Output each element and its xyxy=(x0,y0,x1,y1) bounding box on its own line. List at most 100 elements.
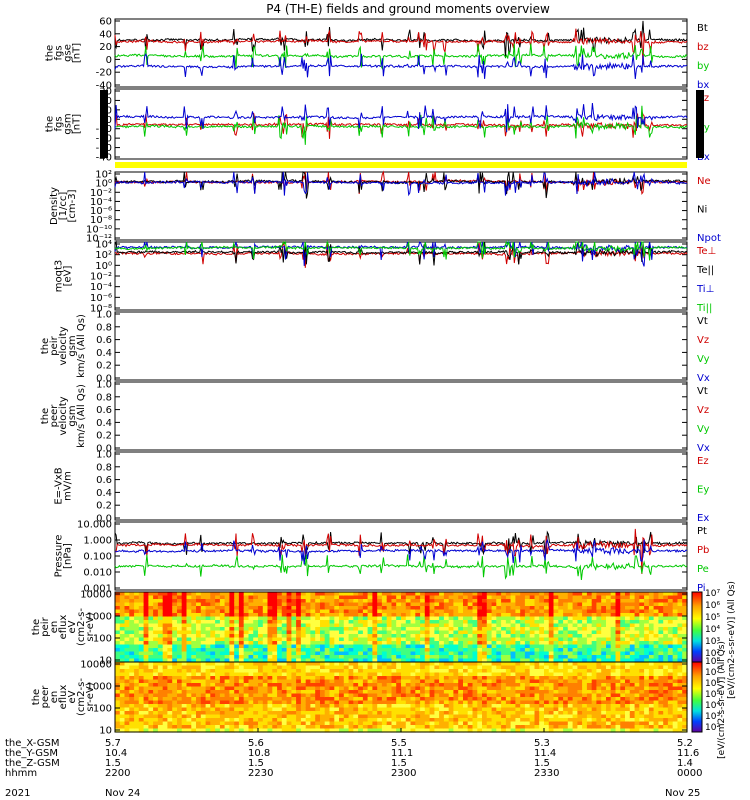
heatmap-cell xyxy=(653,711,659,716)
heatmap-cell xyxy=(148,686,154,691)
heatmap-cell xyxy=(629,662,636,667)
y-axis-label: gsm xyxy=(67,405,78,426)
heatmap-cell xyxy=(544,679,550,684)
heatmap-cell xyxy=(339,672,345,677)
heatmap-cell xyxy=(463,651,469,656)
heatmap-cell xyxy=(262,679,269,684)
heatmap-cell xyxy=(539,676,545,681)
heatmap-cell xyxy=(124,669,130,674)
heatmap-cell xyxy=(477,665,483,670)
heatmap-cell xyxy=(224,655,230,660)
heatmap-cell xyxy=(386,651,393,656)
heatmap-cell xyxy=(329,623,335,628)
heatmap-cell xyxy=(482,634,488,639)
heatmap-cell xyxy=(238,718,245,723)
heatmap-cell xyxy=(305,637,312,642)
heatmap-cell xyxy=(200,711,207,716)
heatmap-cell xyxy=(529,644,536,649)
heatmap-cell xyxy=(467,609,474,614)
heatmap-cell xyxy=(386,606,393,611)
heatmap-cell xyxy=(491,620,497,625)
heatmap-cell xyxy=(634,613,640,618)
heatmap-cell xyxy=(310,679,316,684)
heatmap-cell xyxy=(277,728,283,733)
heatmap-cell xyxy=(505,725,512,730)
heatmap-cell xyxy=(482,700,488,705)
heatmap-cell xyxy=(381,592,388,597)
heatmap-cell xyxy=(534,609,540,614)
heatmap-cell xyxy=(520,644,526,649)
heatmap-cell xyxy=(200,665,207,670)
heatmap-cell xyxy=(486,613,493,618)
heatmap-cell xyxy=(458,655,464,660)
heatmap-cell xyxy=(143,651,149,656)
heatmap-cell xyxy=(353,728,359,733)
heatmap-cell xyxy=(129,679,135,684)
heatmap-cell xyxy=(548,609,555,614)
heatmap-cell xyxy=(544,609,550,614)
heatmap-cell xyxy=(639,679,645,684)
heatmap-cell xyxy=(277,595,283,600)
heatmap-cell xyxy=(205,613,211,618)
heatmap-cell xyxy=(501,662,507,667)
heatmap-cell xyxy=(539,704,545,709)
heatmap-cell xyxy=(434,676,440,681)
heatmap-cell xyxy=(162,721,169,726)
heatmap-cell xyxy=(625,711,631,716)
heatmap-cell xyxy=(606,728,612,733)
heatmap-cell xyxy=(353,595,359,600)
heatmap-cell xyxy=(505,669,512,674)
heatmap-cell xyxy=(157,644,164,649)
heatmap-cell xyxy=(334,613,340,618)
heatmap-cell xyxy=(472,637,478,642)
heatmap-cell xyxy=(124,637,130,642)
heatmap-cell xyxy=(567,648,574,653)
heatmap-cell xyxy=(472,676,478,681)
heatmap-cell xyxy=(115,641,121,646)
heatmap-cell xyxy=(334,700,340,705)
heatmap-cell xyxy=(396,599,402,604)
heatmap-cell xyxy=(648,676,655,681)
heatmap-cell xyxy=(601,613,607,618)
heatmap-cell xyxy=(486,700,493,705)
heatmap-cell xyxy=(329,641,335,646)
heatmap-cell xyxy=(343,606,350,611)
heatmap-cell xyxy=(310,686,316,691)
heatmap-cell xyxy=(196,655,202,660)
heatmap-cell xyxy=(234,693,240,698)
y-tick-label: -20 xyxy=(96,68,112,79)
heatmap-cell xyxy=(501,637,507,642)
heatmap-cell xyxy=(296,704,302,709)
heatmap-cell xyxy=(329,606,335,611)
heatmap-cell xyxy=(577,623,583,628)
heatmap-cell xyxy=(148,658,154,663)
heatmap-cell xyxy=(601,718,607,723)
heatmap-cell xyxy=(153,683,159,688)
heatmap-cell xyxy=(653,620,659,625)
heatmap-cell xyxy=(334,651,340,656)
heatmap-cell xyxy=(615,609,621,614)
heatmap-cell xyxy=(372,700,378,705)
heatmap-cell xyxy=(315,630,321,635)
heatmap-cell xyxy=(644,627,650,632)
heatmap-cell xyxy=(381,721,388,726)
heatmap-cell xyxy=(463,620,469,625)
heatmap-cell xyxy=(372,690,378,695)
heatmap-cell xyxy=(463,697,469,702)
heatmap-cell xyxy=(496,651,502,656)
heatmap-cell xyxy=(410,690,416,695)
heatmap-cell xyxy=(591,686,598,691)
heatmap-cell xyxy=(339,599,345,604)
heatmap-cell xyxy=(234,634,240,639)
heatmap-cell xyxy=(539,714,545,719)
heatmap-cell xyxy=(658,711,664,716)
heatmap-cell xyxy=(606,721,612,726)
heatmap-cell xyxy=(458,620,464,625)
heatmap-cell xyxy=(248,721,254,726)
heatmap-cell xyxy=(115,595,121,600)
heatmap-cell xyxy=(572,623,578,628)
heatmap-cell xyxy=(610,686,617,691)
heatmap-cell xyxy=(529,683,536,688)
heatmap-cell xyxy=(529,602,536,607)
heatmap-cell xyxy=(377,714,383,719)
